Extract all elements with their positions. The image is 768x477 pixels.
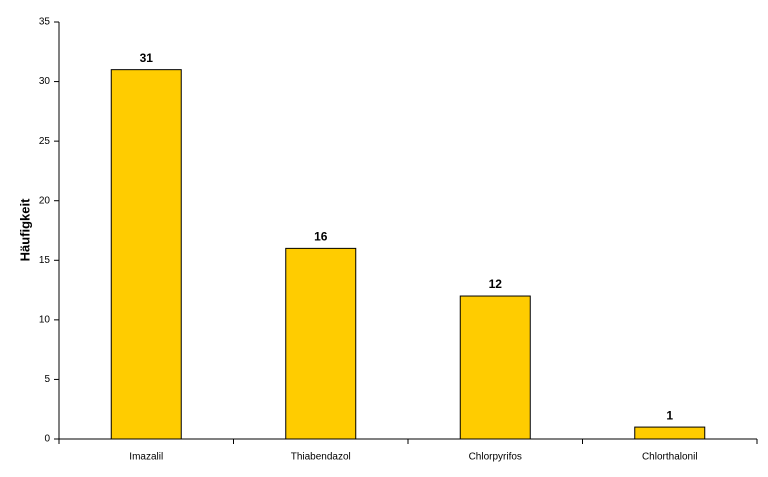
y-tick-label: 0 <box>44 434 50 445</box>
y-tick-label: 20 <box>39 195 51 206</box>
y-axis-label: Häufigkeit <box>17 198 32 262</box>
y-tick-label: 15 <box>39 255 51 266</box>
bar <box>634 426 706 440</box>
y-tick-label: 5 <box>44 374 50 385</box>
y-tick-label: 30 <box>39 76 51 87</box>
bar <box>110 69 182 440</box>
y-tick-label: 10 <box>39 314 51 325</box>
value-label: 1 <box>666 408 673 422</box>
value-label: 31 <box>140 51 154 65</box>
value-label: 12 <box>489 277 503 291</box>
value-label: 16 <box>314 230 328 244</box>
x-tick-label: Imazalil <box>129 452 163 463</box>
y-tick-label: 25 <box>39 136 51 147</box>
x-tick-label: Chlorpyrifos <box>469 452 522 463</box>
bar <box>459 295 531 440</box>
y-tick-label: 35 <box>39 17 51 28</box>
x-tick-label: Chlorthalonil <box>642 452 698 463</box>
x-tick-label: Thiabendazol <box>291 452 351 463</box>
bar <box>285 247 357 440</box>
